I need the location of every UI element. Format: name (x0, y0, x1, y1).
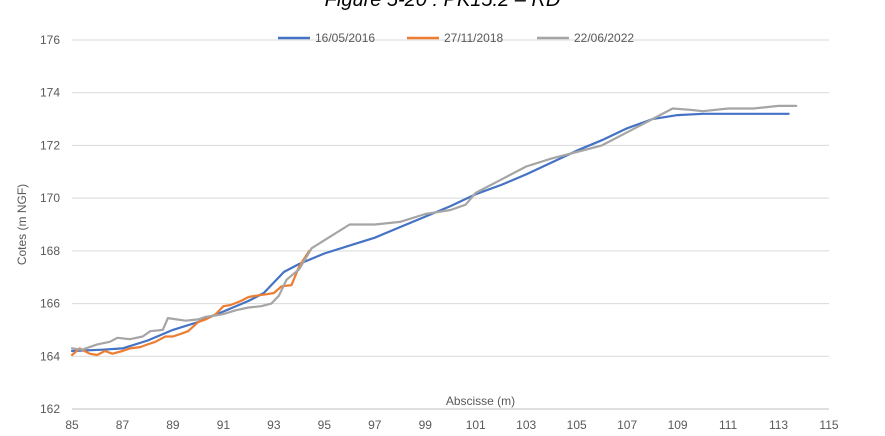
x-tick-label: 101 (466, 418, 486, 432)
y-tick-label: 164 (40, 349, 60, 363)
x-tick-label: 85 (65, 418, 79, 432)
x-tick-label: 87 (116, 418, 130, 432)
x-tick-label: 115 (819, 418, 838, 432)
series-line-1 (70, 112, 790, 353)
x-tick-label: 89 (166, 418, 180, 432)
x-tick-label: 113 (769, 418, 788, 432)
x-tick-label: 103 (516, 418, 536, 432)
x-tick-label: 107 (617, 418, 637, 432)
x-tick-label: 111 (719, 418, 738, 432)
legend-entry-2: 27/11/2018 (444, 31, 503, 45)
y-tick-label: 174 (40, 86, 60, 100)
y-tick-label: 162 (40, 402, 60, 416)
x-tick-label: 95 (318, 418, 332, 432)
x-tick-label: 91 (217, 418, 231, 432)
y-tick-label: 172 (40, 138, 60, 152)
figure-caption: Figure 5-20 : PK15.2 – RD (324, 0, 561, 11)
x-tick-label: 93 (267, 418, 281, 432)
x-tick-label: 105 (567, 418, 587, 432)
y-tick-label: 166 (40, 297, 60, 311)
series-line-2 (70, 249, 311, 357)
y-tick-label: 170 (40, 191, 60, 205)
chart-series (70, 104, 798, 357)
y-axis-label: Cotes (m NGF) (15, 184, 29, 265)
x-axis-label: Abscisse (m) (446, 394, 515, 408)
x-tick-label: 109 (668, 418, 688, 432)
y-tick-label: 168 (40, 244, 60, 258)
y-tick-label: 176 (40, 33, 60, 47)
legend-entry-1: 16/05/2016 (315, 31, 375, 45)
chart-legend: 16/05/2016 27/11/2018 22/06/2022 (278, 31, 634, 45)
x-tick-label: 97 (368, 418, 382, 432)
legend-entry-3: 22/06/2022 (574, 31, 634, 45)
chart-gridlines (72, 39, 829, 410)
x-tick-label: 99 (419, 418, 433, 432)
series-line-3 (70, 104, 798, 351)
chart-axes: 162 164 166 168 170 172 174 176 85 87 89 91 93 95 97 99… (40, 33, 839, 432)
